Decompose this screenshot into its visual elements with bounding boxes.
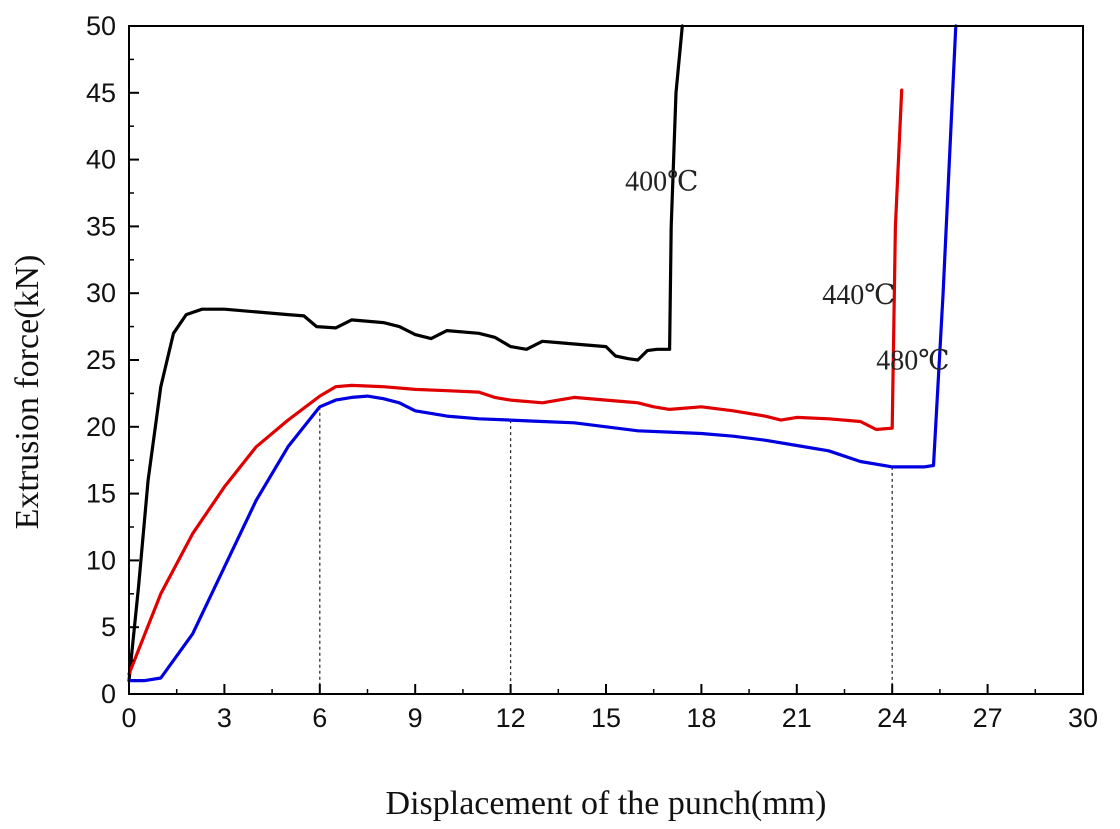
y-tick-label: 35 — [86, 211, 116, 241]
x-tick-label: 27 — [973, 703, 1003, 733]
y-tick-label: 45 — [86, 78, 116, 108]
x-ticks: 0 3 6 9 12 15 18 21 24 27 30 — [121, 684, 1098, 733]
x-tick-label: 9 — [408, 703, 423, 733]
x-tick-label: 21 — [782, 703, 812, 733]
x-tick-label: 6 — [312, 703, 327, 733]
x-tick-label: 24 — [877, 703, 907, 733]
x-tick-label: 3 — [217, 703, 232, 733]
y-tick-label: 15 — [86, 479, 116, 509]
series-annotation: 480℃ — [876, 345, 949, 376]
x-tick-label: 30 — [1068, 703, 1098, 733]
y-tick-label: 20 — [86, 412, 116, 442]
reference-lines — [319, 406, 893, 694]
y-tick-label: 25 — [86, 345, 116, 375]
y-tick-label: 5 — [101, 612, 116, 642]
y-tick-label: 30 — [86, 278, 116, 308]
series-layer — [127, 24, 958, 683]
series-annotation: 400℃ — [625, 166, 698, 197]
series-line-3 — [127, 24, 958, 683]
series-line-1 — [127, 24, 684, 683]
x-tick-label: 18 — [686, 703, 716, 733]
x-tick-label: 15 — [591, 703, 621, 733]
y-ticks: 0 5 10 15 20 25 30 35 40 45 50 — [86, 11, 139, 709]
x-axis-title: Displacement of the punch(mm) — [386, 785, 827, 822]
annotations: 400℃ 440℃ 480℃ — [625, 166, 950, 376]
y-axis-title: Extrusion force(kN) — [9, 255, 46, 530]
y-tick-label: 0 — [101, 679, 116, 709]
series-line-2 — [127, 88, 904, 676]
y-tick-label: 10 — [86, 545, 116, 575]
x-tick-label: 12 — [496, 703, 526, 733]
series-annotation: 440℃ — [822, 280, 895, 311]
y-tick-label: 40 — [86, 145, 116, 175]
x-tick-label: 0 — [121, 703, 136, 733]
y-tick-label: 50 — [86, 11, 116, 41]
